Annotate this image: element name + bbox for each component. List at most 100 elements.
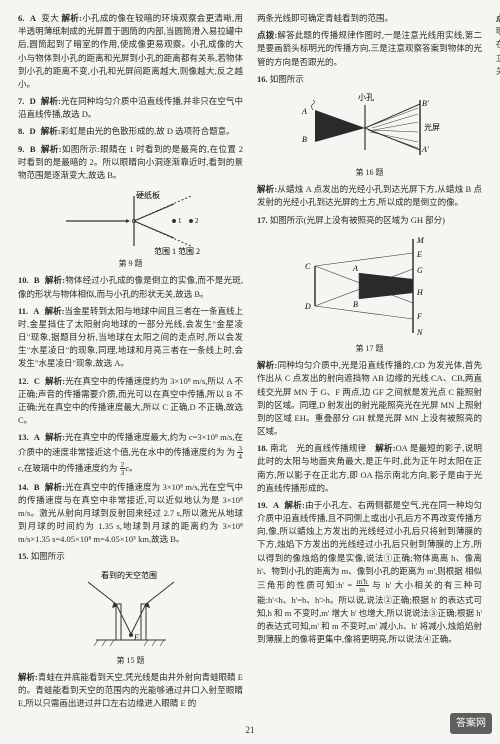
- fig17-M: M: [416, 236, 425, 245]
- item-15-explain: 解析:青蛙在井底能看到天空,凭光线是由井外射向青蛙眼睛 E 的。青蛙能看到天空的…: [18, 671, 243, 711]
- fig16-cap: 第 16 题: [257, 167, 482, 179]
- q15-dian-label: 点拨:: [257, 30, 277, 40]
- item-19-dianbo: 点拨:本题综合考查了小孔成像的一些性质,关于小孔成像,应明确如下几个问题:小孔成…: [496, 12, 500, 78]
- fig15-label: 看到的天空范围: [101, 570, 157, 580]
- q19-num: 19.: [257, 500, 268, 510]
- q14-label: 解析:: [45, 482, 65, 492]
- q19-label: 解析:: [285, 500, 305, 510]
- content-columns: 6. A 变大 解析:小孔成的像在较暗的环境观察会更清晰,用半透明薄纸制成的光屏…: [18, 12, 482, 712]
- item-17: 17. 如图所示(光屏上没有被照亮的区域为 GH 部分): [257, 214, 482, 227]
- q18-lead: 南北: [270, 443, 288, 453]
- fig9-label2: 范围 1 范围 2: [154, 246, 200, 256]
- item-8: 8. D 解析:彩虹是由光的色散形成的,故 D 选项符合题意。: [18, 125, 243, 138]
- q11-label: 解析:: [45, 306, 65, 316]
- q8-label: 解析:: [41, 126, 61, 136]
- fig17-G: G: [417, 266, 423, 275]
- figure-17: C D A B M N E G H F 第 17 题: [257, 231, 482, 355]
- figure-15: 看到的天空范围 E 第 15 题: [18, 568, 243, 667]
- q6-label: 解析:: [61, 13, 81, 23]
- watermark: 答案网: [450, 713, 492, 735]
- fig9-cap: 第 9 题: [18, 258, 243, 270]
- fig17-F: F: [416, 312, 422, 321]
- item-7: 7. D 解析:光在同种均匀介质中沿直线传播,并非只在空气中沿直线传播,故选 D…: [18, 95, 243, 121]
- q18-text: OA 是最短的影子,说明此时的太阳与地面夹角最大,是正午时,此为正午时太阳在正南…: [257, 443, 482, 493]
- q16-exp-text: 从蜡烛 A 点发出的光经小孔到达光屏下方,从蜡烛 B 点发射的光经小孔到达光屏的…: [257, 184, 482, 207]
- q19-ans: A: [273, 500, 279, 510]
- q15-text: 如图所示: [31, 551, 65, 561]
- q17-exp-label: 解析:: [257, 360, 277, 370]
- q9-num: 9.: [18, 144, 24, 154]
- q13b-tail: c。: [125, 462, 137, 472]
- fig17-C: C: [305, 262, 311, 271]
- q15-num: 15.: [18, 551, 29, 561]
- q8-text: 彩虹是由光的色散形成的,故 D 选项符合题意。: [61, 126, 235, 136]
- fig17-D: D: [304, 302, 311, 311]
- item-12: 12. C 解析:光在真空中的传播速度约为 3×10⁸ m/s,所以 A 不正确…: [18, 375, 243, 428]
- item-16: 16. 如图所示: [257, 73, 482, 86]
- q19-dian-label: 点拨:: [496, 13, 500, 23]
- page-number: 21: [0, 724, 500, 738]
- item-15: 15. 如图所示: [18, 550, 243, 563]
- q13-num: 13.: [18, 432, 29, 442]
- item-11: 11. A 解析:当金星转到太阳与地球中间且三者在一条直线上时,金星挡住了太阳射…: [18, 305, 243, 371]
- item-15-cont: 两条光线即可确定青蛙看到的范围。: [257, 12, 482, 25]
- q7-ans: D: [30, 96, 36, 106]
- svg-text:1: 1: [178, 217, 182, 225]
- q13-frac1: 34: [237, 445, 243, 461]
- q7-num: 7.: [18, 96, 24, 106]
- figure-16-svg: 小孔 A B B' A' 光屏: [290, 90, 450, 165]
- item-10: 10. B 解析:物体经过小孔成的像是倒立的实像,而不是光斑,像的形状与物体相似…: [18, 274, 243, 300]
- figure-17-svg: C D A B M N E G H F: [295, 231, 445, 341]
- fig17-B: B: [353, 300, 358, 309]
- q12-num: 12.: [18, 376, 29, 386]
- q11-num: 11.: [18, 306, 28, 316]
- q18-num: 18.: [257, 443, 268, 453]
- q12-ans: C: [34, 376, 40, 386]
- q8-ans: D: [30, 126, 36, 136]
- fig17-E: E: [416, 250, 422, 259]
- fig15-cap: 第 15 题: [18, 655, 243, 667]
- q12-label: 解析:: [45, 376, 65, 386]
- q13b-mid: c,在玻璃中的传播速度约为: [18, 462, 117, 472]
- figure-15-svg: 看到的天空范围 E: [76, 568, 186, 653]
- item-15-dianbo: 点拨:解答此题的传播规律作图时,一是注意光线用实线,第二是要画箭头标明光的传播方…: [257, 29, 482, 69]
- q9-label: 解析:: [41, 144, 62, 154]
- q16-exp-label: 解析:: [257, 184, 277, 194]
- q17-text: 如图所示(光屏上没有被照亮的区域为 GH 部分): [270, 215, 445, 225]
- q15-exp-text: 青蛙在井底能看到天空,凭光线是由井外射向青蛙眼睛 E 的。青蛙能看到天空的范围内…: [18, 672, 243, 708]
- fig16-A2: A': [421, 145, 429, 154]
- item-13: 13. A 解析:光在真空中的传播速度最大,约为 c=3×10⁸ m/s,在介质…: [18, 431, 243, 476]
- q6-num: 6.: [18, 13, 24, 23]
- q6-ans: A: [30, 13, 36, 23]
- q13-label: 解析:: [45, 432, 65, 442]
- q18-label: 解析:: [375, 443, 395, 453]
- fig17-N: N: [416, 328, 423, 337]
- item-6: 6. A 变大 解析:小孔成的像在较暗的环境观察会更清晰,用半透明薄纸制成的光屏…: [18, 12, 243, 91]
- q11-ans: A: [33, 306, 39, 316]
- q16-num: 16.: [257, 74, 268, 84]
- q14-num: 14.: [18, 482, 29, 492]
- q13-ans: A: [34, 432, 40, 442]
- item-14: 14. B 解析:光在真空中的传播速度为 3×10⁸ m/s,光在空气中的传播速…: [18, 481, 243, 547]
- fig15-E: E: [133, 633, 139, 642]
- fig16-B: B: [302, 135, 307, 144]
- item-18: 18. 南北 光的直线传播规律 解析:OA 是最短的影子,说明此时的太阳与地面夹…: [257, 442, 482, 495]
- fig17-H: H: [416, 288, 424, 297]
- fig17-A: A: [352, 264, 358, 273]
- q13b-lead: 为: [227, 446, 238, 456]
- fig17-cap: 第 17 题: [257, 343, 482, 355]
- q19-text: 由于小孔左、右两侧都是空气,光在同一种均匀介质中沿直线传播,且不同侧上或出小孔后…: [257, 500, 482, 576]
- q19-frac: m'hm: [356, 578, 369, 594]
- q18-lead2: 光的直线传播规律: [296, 443, 366, 453]
- item-9: 9. B 解析:如图所示:眼睛在 1 时看到的是最亮的,在位置 2 时看到的是最…: [18, 143, 243, 183]
- item-16-explain: 解析:从蜡烛 A 点发出的光经小孔到达光屏下方,从蜡烛 B 点发射的光经小孔到达…: [257, 183, 482, 209]
- q15-cont: 两条光线即可确定青蛙看到的范围。: [257, 13, 393, 23]
- q17-exp-text: 同种均匀介质中,光是沿直线传播的,CD 为发光体,首先作出从 C 点发出的射向遮…: [257, 360, 482, 436]
- fig16-B2: B': [422, 99, 429, 108]
- q16-text: 如图所示: [270, 74, 304, 84]
- fig9-label1: 硬纸板: [136, 190, 160, 200]
- q6-lead: 变大: [41, 13, 59, 23]
- q10-num: 10.: [18, 275, 29, 285]
- figure-16: 小孔 A B B' A' 光屏 第 16 题: [257, 90, 482, 179]
- figure-9-svg: 硬纸板 1 2 范围 1 范围 2: [56, 186, 206, 256]
